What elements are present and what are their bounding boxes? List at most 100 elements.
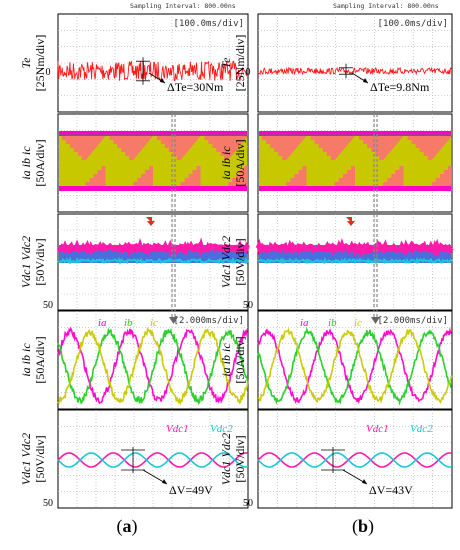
ylabel-unit: [25Nm/div] — [33, 35, 47, 92]
ylabel-var: Vdc1 Vdc2 — [19, 433, 33, 485]
ylabel-unit: [50A/div] — [233, 139, 247, 186]
ylabel-group: Te [25Nm/div] — [19, 35, 47, 92]
torque-trace — [257, 66, 453, 76]
ylabel-group: ia ib ic [50A/div] — [19, 139, 47, 186]
current-overlay — [58, 136, 106, 160]
fifty-tick: 50 — [243, 300, 253, 311]
panel-4-0 — [57, 409, 249, 509]
caption-b: (b) — [351, 516, 374, 536]
fifty-tick: 50 — [243, 498, 253, 509]
current-edge-top — [59, 131, 247, 136]
ib-trace — [57, 327, 249, 405]
current-overlay — [224, 166, 248, 186]
vdc1-trace — [255, 237, 454, 259]
current-overlay — [258, 136, 307, 160]
vdc1-zoom-trace — [57, 452, 249, 468]
vdc2-zoom-trace — [57, 452, 249, 468]
current-overlay — [355, 136, 404, 160]
legend-ic: ic — [354, 317, 362, 329]
current-edge-bottom — [259, 186, 451, 191]
ylabel-var: Vdc1 Vdc2 — [19, 236, 33, 288]
ylabel-unit: [50V/div] — [33, 238, 47, 285]
current-overlay — [379, 166, 404, 186]
vdc2-trace — [257, 256, 453, 266]
annotation-arrowhead — [162, 479, 167, 484]
time-div-bottom: [2.000ms/div] — [378, 316, 448, 326]
ylabel-unit: [50A/div] — [33, 336, 47, 383]
ylabel-var: Te — [19, 57, 33, 69]
ic-trace — [257, 327, 453, 404]
ylabel-var: Vdc1 Vdc2 — [219, 433, 233, 485]
vdc1-zoom-trace — [257, 452, 453, 468]
sampling-interval-b: Sampling Interval: 800.00ns — [333, 2, 439, 10]
current-overlay — [330, 166, 355, 186]
ia-trace — [257, 327, 453, 405]
annotation-arrowhead — [160, 78, 165, 83]
time-div-bg — [166, 313, 246, 325]
current-edge-shade — [59, 134, 247, 136]
current-overlay — [200, 136, 248, 160]
current-overlay — [282, 166, 307, 186]
ylabel-var: Vdc1 Vdc2 — [219, 236, 233, 288]
panel-0-0 — [57, 13, 249, 113]
ylabel-group: ia ib ic [50A/div] — [219, 336, 247, 383]
current-edge-top — [259, 131, 451, 136]
fifty-tick: 50 — [43, 300, 53, 311]
ylabel-unit: [25Nm/div] — [233, 35, 247, 92]
annotation-arrowhead — [362, 479, 367, 484]
dc-annotation: ΔV=49V — [169, 483, 213, 497]
sampling-interval-a: Sampling Interval: 800.00ns — [130, 2, 236, 10]
time-div-top: [100.0ms/div] — [174, 19, 244, 29]
zero-tick: 0 — [46, 67, 51, 78]
ylabel-group: ia ib ic [50A/div] — [19, 336, 47, 383]
time-div-bottom: [2.000ms/div] — [174, 316, 244, 326]
cursor-arrowhead — [169, 317, 178, 324]
ylabel-unit: [50V/div] — [233, 435, 247, 482]
trigger-marker — [346, 217, 355, 226]
ylabel-var: ia ib ic — [19, 343, 33, 377]
time-div-top: [100.0ms/div] — [378, 19, 448, 29]
ylabel-group: Vdc1 Vdc2 [50V/div] — [19, 433, 47, 485]
vdc1-trace — [57, 237, 250, 258]
panel-4-1 — [257, 409, 453, 509]
ic-trace — [57, 327, 249, 406]
ylabel-var: Te — [219, 57, 233, 69]
caption-a: (a) — [116, 516, 138, 536]
fifty-tick: 50 — [43, 498, 53, 509]
torque-annotation: ΔTe=30Nm — [167, 80, 224, 94]
annotation-arrowhead — [363, 78, 368, 83]
zero-tick: 0 — [246, 67, 251, 78]
legend-vdc2: Vdc2 — [410, 423, 433, 435]
current-overlay — [153, 136, 201, 160]
vdc2-trace — [57, 256, 249, 266]
torque-annotation: ΔTe=9.8Nm — [370, 80, 430, 94]
ylabel-group: Te [25Nm/div] — [219, 35, 247, 92]
panel-0-1 — [257, 13, 453, 113]
vdc2-zoom-trace — [257, 452, 453, 468]
current-overlay — [105, 136, 153, 160]
current-overlay — [81, 166, 106, 186]
ylabel-unit: [50V/div] — [33, 435, 47, 482]
legend-ib: ib — [124, 317, 133, 329]
ylabel-group: Vdc1 Vdc2 [50V/div] — [219, 433, 247, 485]
current-overlay — [129, 166, 153, 186]
current-edge-shade — [259, 134, 451, 136]
legend-vdc1: Vdc1 — [366, 423, 389, 435]
trigger-marker — [146, 217, 155, 226]
legend-ia: ia — [300, 317, 309, 329]
current-edge-bottom — [59, 186, 247, 191]
ylabel-var: ia ib ic — [219, 343, 233, 377]
ylabel-group: Vdc1 Vdc2 [50V/div] — [19, 236, 47, 288]
ylabel-unit: [50A/div] — [233, 336, 247, 383]
ylabel-var: ia ib ic — [219, 146, 233, 180]
legend-ia: ia — [98, 317, 107, 329]
ylabel-var: ia ib ic — [19, 146, 33, 180]
current-overlay — [403, 136, 452, 160]
legend-vdc1: Vdc1 — [166, 423, 189, 435]
torque-trace — [57, 60, 248, 82]
ylabel-unit: [50A/div] — [33, 139, 47, 186]
current-overlay — [427, 166, 452, 186]
legend-ib: ib — [328, 317, 337, 329]
ylabel-group: ia ib ic [50A/div] — [219, 139, 247, 186]
